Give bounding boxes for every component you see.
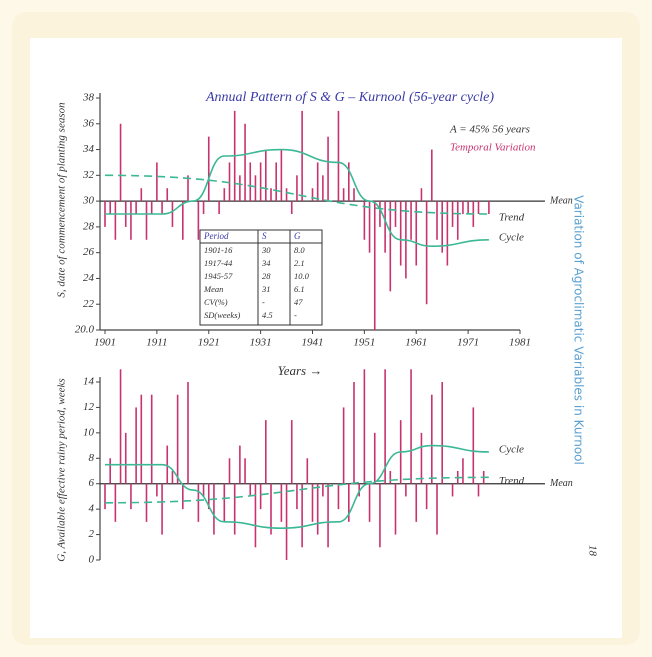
table-border	[199, 229, 323, 326]
mean-label: Mean	[549, 478, 573, 489]
y-tick-label: 2	[89, 528, 95, 540]
table-cell: 28	[262, 271, 271, 281]
table-cell: 34	[261, 258, 271, 268]
table-cell: SD(weeks)	[204, 310, 241, 320]
table-cell: -	[294, 310, 297, 320]
table-cell: Mean	[203, 284, 223, 294]
y-tick-label: 20.0	[75, 324, 95, 336]
y-axis-label: G, Available effective rainy period, wee…	[56, 378, 68, 561]
annotation: A = 45% 56 years	[449, 124, 530, 136]
y-tick-label: 4	[89, 503, 95, 515]
table-header: Period	[203, 231, 229, 241]
annotation: Temporal Variation	[450, 142, 536, 154]
table-cell: 4.5	[262, 310, 273, 320]
y-tick-label: 32	[82, 169, 95, 181]
x-tick-label: 1951	[353, 337, 375, 349]
y-tick-label: 22	[83, 298, 95, 310]
x-tick-label: 1911	[146, 337, 167, 349]
table-cell: 2.1	[294, 258, 305, 268]
table-cell: 1901-16	[204, 245, 233, 255]
x-tick-label: 1941	[302, 337, 324, 349]
cycle-line	[105, 444, 489, 530]
y-tick-label: 12	[83, 401, 95, 413]
table-cell: 1945-57	[204, 271, 233, 281]
mean-label: Mean	[549, 195, 573, 206]
line-label: Trend	[499, 212, 525, 224]
y-tick-label: 28	[83, 220, 95, 232]
cycle-line	[105, 148, 489, 248]
table-cell: -	[262, 297, 265, 307]
trend-line	[104, 476, 489, 504]
y-tick-label: 24	[83, 272, 95, 284]
line-label: Cycle	[499, 231, 524, 243]
table-cell: 8.0	[294, 245, 305, 255]
line-label: Trend	[499, 475, 525, 487]
y-tick-label: 0	[89, 554, 95, 566]
x-tick-label: 1961	[405, 337, 427, 349]
page-number: 18	[586, 545, 598, 557]
y-tick-label: 6	[89, 477, 95, 489]
table-cell: 10.0	[294, 271, 310, 281]
y-axis-label: S, date of commencement of planting seas…	[56, 102, 68, 298]
table-cell: 30	[261, 245, 271, 255]
x-tick-label: 1921	[198, 337, 220, 349]
table-cell: 31	[261, 284, 271, 294]
side-label: Variation of Agroclimatic Variables in K…	[572, 195, 586, 465]
y-tick-label: 14	[83, 376, 95, 388]
trend-line	[104, 174, 489, 215]
y-tick-label: 10	[83, 426, 95, 438]
table-cell: 47	[294, 297, 303, 307]
table-header: G	[294, 231, 301, 241]
x-tick-label: 1981	[509, 337, 531, 349]
table-cell: 6.1	[294, 284, 305, 294]
line-label: Cycle	[499, 443, 524, 455]
y-tick-label: 30	[82, 195, 95, 207]
table-header: S	[262, 231, 267, 241]
chart-title: Annual Pattern of S & G – Kurnool (56-ye…	[205, 90, 494, 105]
paper	[30, 38, 622, 638]
y-tick-label: 38	[82, 92, 95, 104]
y-tick-label: 26	[83, 246, 95, 258]
y-tick-label: 34	[82, 143, 95, 155]
x-tick-label: 1971	[457, 337, 479, 349]
table-cell: CV(%)	[204, 297, 228, 307]
x-tick-label: 1931	[250, 337, 272, 349]
y-tick-label: 36	[82, 117, 95, 129]
y-tick-label: 8	[89, 452, 95, 464]
x-axis-label: Years →	[278, 363, 323, 378]
table-cell: 1917-44	[204, 258, 233, 268]
x-tick-label: 1901	[94, 337, 116, 349]
